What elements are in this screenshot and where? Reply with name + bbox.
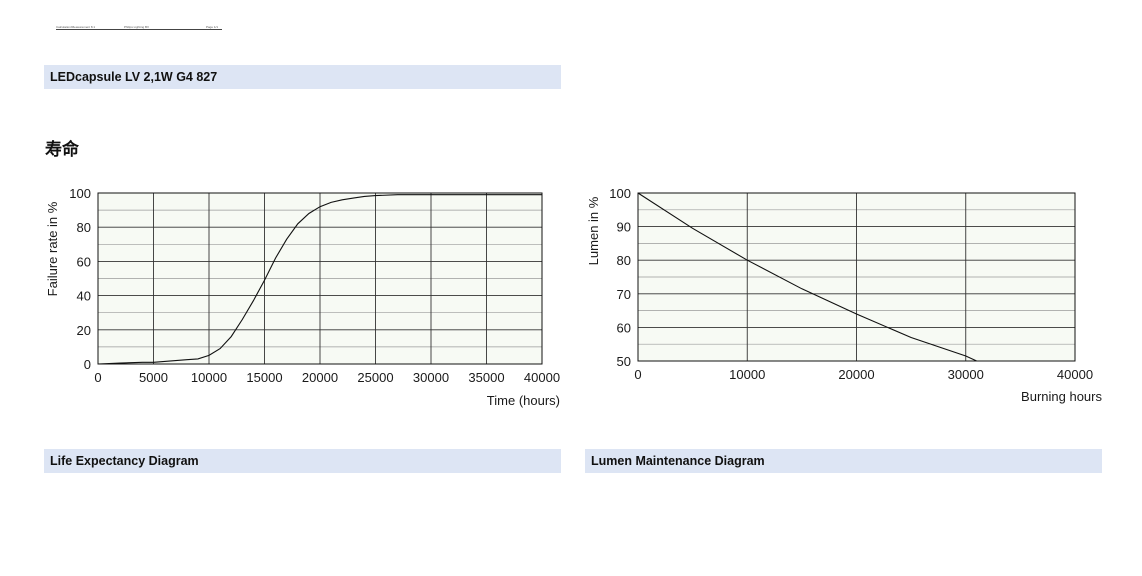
- lumen-y-tick-label: 60: [617, 320, 631, 335]
- header-left-text: Calculation/Measurement 8.1: [56, 25, 96, 29]
- failure-x-tick-label: 15000: [246, 370, 282, 385]
- failure-y-tick-label: 100: [69, 186, 91, 201]
- lumen-chart: 50 60 70 80 90 100 0 10000 20000 30000 40000 Burnin…: [586, 186, 1102, 404]
- section-title: 寿命: [45, 140, 79, 159]
- failure-plot-frame: [97, 192, 543, 365]
- failure-x-tick-label: 0: [94, 370, 101, 385]
- product-title-bar: LEDcapsule LV 2,1W G4 827: [44, 65, 561, 89]
- failure-x-tick-label: 5000: [139, 370, 168, 385]
- lumen-x-tick-label: 40000: [1057, 367, 1093, 382]
- header-center-text: Philips Lighting BV: [124, 25, 150, 29]
- failure-x-tick-label: 25000: [357, 370, 393, 385]
- lumen-curve: [637, 192, 977, 362]
- failure-x-tick-label: 30000: [413, 370, 449, 385]
- header-rule: [56, 29, 222, 30]
- lumen-y-tick-label: 80: [617, 253, 631, 268]
- failure-x-tick-label: 10000: [191, 370, 227, 385]
- lumen-y-tick-label: 50: [617, 354, 631, 369]
- failure-chart: 0 20 40 60 80 100 0 5000 10000 15000 20000 25000 300…: [45, 186, 560, 408]
- failure-y-axis-label: Failure rate in %: [45, 201, 60, 296]
- failure-x-axis-label: Time (hours): [487, 393, 560, 408]
- failure-x-tick-label: 35000: [468, 370, 504, 385]
- failure-x-tick-label: 40000: [524, 370, 560, 385]
- lumen-x-tick-label: 20000: [838, 367, 874, 382]
- life-expectancy-caption: Life Expectancy Diagram: [50, 454, 199, 468]
- lumen-maintenance-caption: Lumen Maintenance Diagram: [591, 454, 765, 468]
- lumen-y-axis-label: Lumen in %: [586, 196, 601, 265]
- page-header: Calculation/Measurement 8.1 Philips Ligh…: [56, 25, 222, 32]
- failure-y-tick-label: 80: [77, 220, 91, 235]
- failure-y-tick-label: 60: [77, 254, 91, 269]
- lumen-y-tick-label: 100: [609, 186, 631, 201]
- failure-y-tick-label: 0: [84, 357, 91, 372]
- lumen-plot-frame: [637, 192, 1076, 362]
- lumen-x-tick-label: 10000: [729, 367, 765, 382]
- header-right-text: Page 1/1: [206, 25, 219, 29]
- life-expectancy-caption-bar: Life Expectancy Diagram: [44, 449, 561, 473]
- lumen-x-tick-label: 0: [634, 367, 641, 382]
- lumen-y-tick-label: 90: [617, 220, 631, 235]
- failure-y-tick-label: 20: [77, 323, 91, 338]
- lumen-y-tick-label: 70: [617, 287, 631, 302]
- lumen-x-axis-label: Burning hours: [1021, 389, 1102, 404]
- lumen-maintenance-caption-bar: Lumen Maintenance Diagram: [585, 449, 1102, 473]
- failure-x-tick-label: 20000: [302, 370, 338, 385]
- failure-curve: [97, 194, 542, 365]
- lumen-x-tick-label: 30000: [948, 367, 984, 382]
- product-title: LEDcapsule LV 2,1W G4 827: [50, 70, 218, 84]
- failure-y-tick-label: 40: [77, 289, 91, 304]
